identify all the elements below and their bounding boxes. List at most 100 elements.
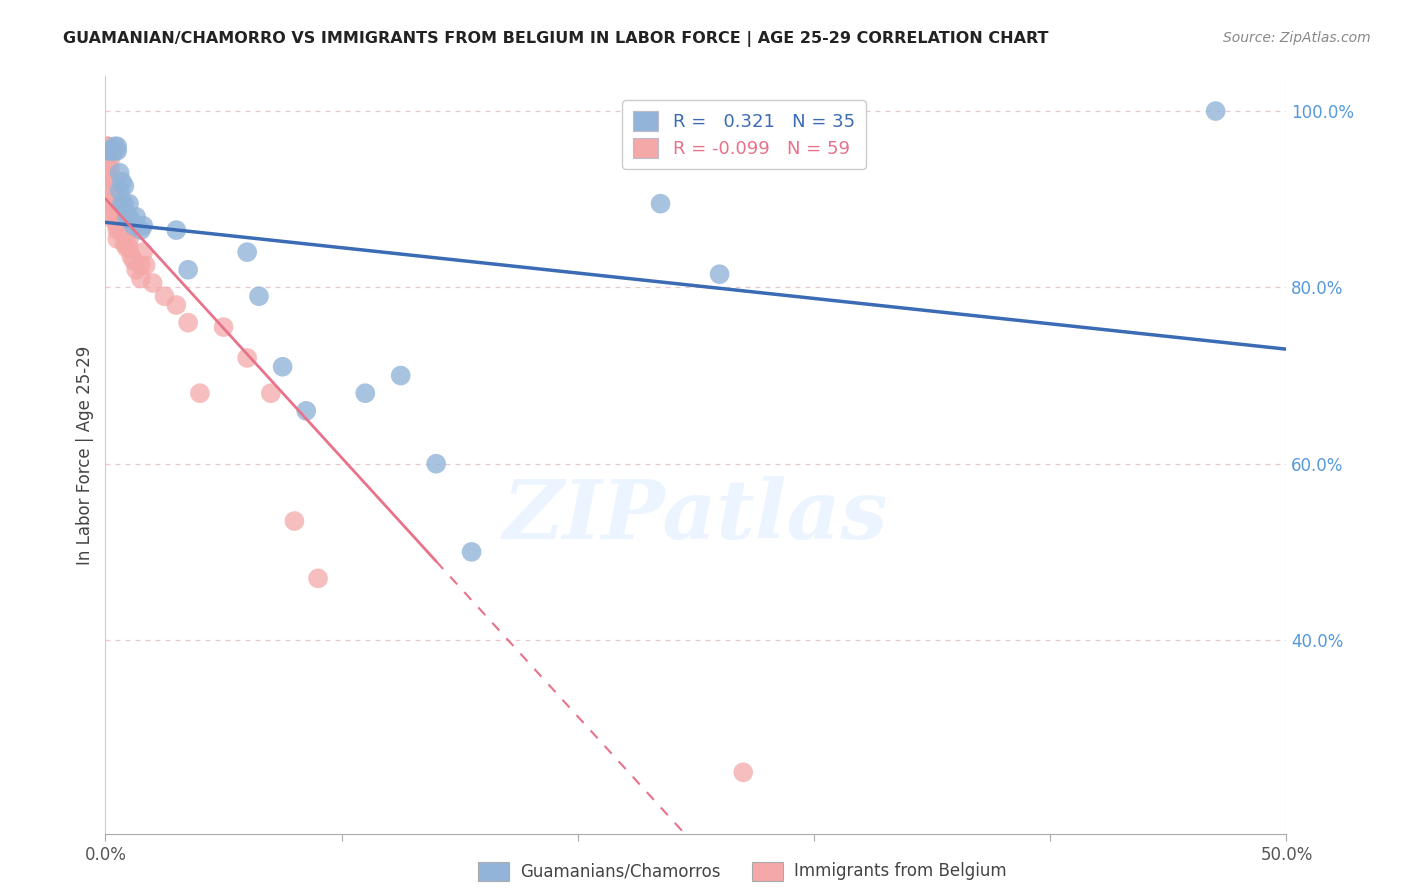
Point xyxy=(129,223,152,237)
Point xyxy=(425,457,447,471)
Point xyxy=(236,351,259,365)
Point xyxy=(108,183,131,197)
Point xyxy=(97,144,120,158)
Point xyxy=(105,196,128,211)
Point xyxy=(236,245,259,260)
Point xyxy=(132,219,155,233)
Point xyxy=(111,175,134,189)
Point xyxy=(165,298,187,312)
Point xyxy=(307,571,329,585)
Point xyxy=(104,214,127,228)
Point xyxy=(98,153,121,167)
Point xyxy=(97,139,120,153)
Y-axis label: In Labor Force | Age 25-29: In Labor Force | Age 25-29 xyxy=(76,345,94,565)
Point xyxy=(101,144,124,158)
Point xyxy=(101,183,124,197)
Point xyxy=(177,316,200,330)
Point xyxy=(389,368,412,383)
Point xyxy=(105,219,128,233)
Point xyxy=(97,144,120,158)
Point xyxy=(101,205,124,219)
Point xyxy=(108,166,131,180)
Point xyxy=(247,289,270,303)
Point xyxy=(118,196,141,211)
Point xyxy=(98,170,121,185)
Point xyxy=(112,179,135,194)
Text: ZIPatlas: ZIPatlas xyxy=(503,475,889,556)
Point xyxy=(118,210,141,224)
Point xyxy=(120,214,142,228)
Point xyxy=(733,765,755,780)
Point xyxy=(111,196,134,211)
Point xyxy=(650,196,672,211)
Point xyxy=(98,144,121,158)
Point xyxy=(112,219,135,233)
Point xyxy=(120,250,142,264)
Point xyxy=(101,144,124,158)
Point xyxy=(111,214,134,228)
Text: Immigrants from Belgium: Immigrants from Belgium xyxy=(794,863,1007,880)
Point xyxy=(104,187,127,202)
Point xyxy=(118,232,141,246)
Point xyxy=(108,214,131,228)
Point xyxy=(112,236,135,251)
Point xyxy=(188,386,211,401)
Point xyxy=(105,139,128,153)
Point xyxy=(104,144,127,158)
Legend: R =   0.321   N = 35, R = -0.099   N = 59: R = 0.321 N = 35, R = -0.099 N = 59 xyxy=(623,100,866,169)
Point xyxy=(1205,104,1227,119)
Point xyxy=(97,144,120,158)
Point xyxy=(97,139,120,153)
Point xyxy=(122,219,145,233)
Point xyxy=(153,289,176,303)
Point xyxy=(709,267,731,281)
Text: Source: ZipAtlas.com: Source: ZipAtlas.com xyxy=(1223,31,1371,45)
Point xyxy=(112,196,135,211)
Point xyxy=(97,144,120,158)
Text: Guamanians/Chamorros: Guamanians/Chamorros xyxy=(520,863,721,880)
Point xyxy=(135,259,157,273)
Point xyxy=(177,262,200,277)
Point xyxy=(97,144,120,158)
Point xyxy=(101,196,124,211)
Point xyxy=(295,404,318,418)
Point xyxy=(283,514,305,528)
Point xyxy=(129,271,152,285)
Point xyxy=(118,241,141,255)
Point xyxy=(104,205,127,219)
Point xyxy=(115,210,138,224)
Point xyxy=(122,254,145,268)
Point xyxy=(212,320,235,334)
Point xyxy=(132,245,155,260)
Point xyxy=(104,139,127,153)
Point xyxy=(105,223,128,237)
Point xyxy=(98,161,121,176)
Point xyxy=(97,161,120,176)
Point xyxy=(125,210,148,224)
Point xyxy=(111,223,134,237)
Point xyxy=(460,545,482,559)
Point xyxy=(115,241,138,255)
Point xyxy=(108,201,131,215)
Point xyxy=(129,259,152,273)
Point xyxy=(112,227,135,242)
Point xyxy=(105,144,128,158)
Point xyxy=(142,276,165,290)
Point xyxy=(354,386,377,401)
Point xyxy=(97,170,120,185)
Point xyxy=(105,214,128,228)
Point xyxy=(105,232,128,246)
Point xyxy=(115,227,138,242)
Point xyxy=(104,196,127,211)
Point xyxy=(97,153,120,167)
Point xyxy=(125,262,148,277)
Point xyxy=(97,144,120,158)
Point xyxy=(101,187,124,202)
Point xyxy=(271,359,294,374)
Point xyxy=(165,223,187,237)
Point xyxy=(98,179,121,194)
Point xyxy=(97,144,120,158)
Point xyxy=(260,386,283,401)
Point xyxy=(98,144,121,158)
Point xyxy=(97,144,120,158)
